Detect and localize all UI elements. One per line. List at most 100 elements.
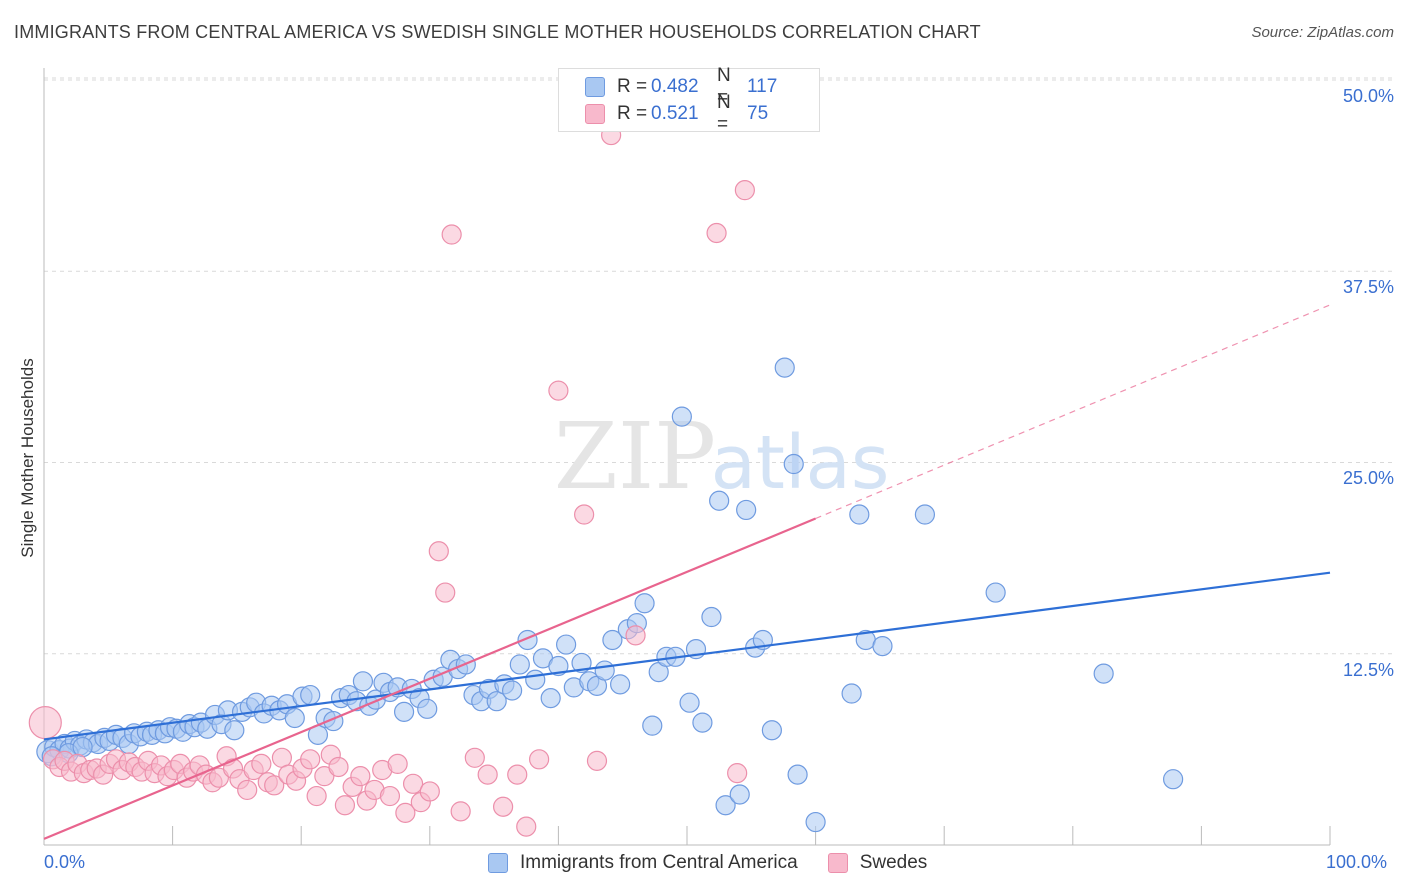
data-point [450, 801, 471, 822]
legend-r-label: R = [617, 103, 648, 124]
data-point [610, 674, 631, 695]
data-point [701, 606, 722, 628]
data-point [486, 691, 507, 712]
data-point [529, 749, 550, 770]
data-point [387, 753, 408, 775]
data-point [914, 504, 936, 525]
data-point [271, 747, 293, 768]
data-point [787, 764, 808, 785]
trend-lines [43, 304, 1331, 840]
legend-r-label: R = [617, 76, 648, 97]
data-point [574, 504, 595, 525]
correlation-legend: R = 0.482 N = 117 R = 0.521 N = 75 [558, 65, 820, 135]
data-point [1093, 663, 1114, 684]
data-point [419, 781, 440, 802]
data-point [734, 180, 755, 201]
data-point [393, 701, 415, 722]
series-immigrants-points [36, 357, 1184, 833]
data-point [849, 504, 870, 525]
chart-title: IMMIGRANTS FROM CENTRAL AMERICA VS SWEDI… [14, 22, 981, 42]
data-point [402, 773, 424, 794]
data-point [507, 764, 528, 785]
data-point [872, 635, 893, 657]
grid-lines [44, 77, 1393, 655]
data-point [548, 380, 569, 401]
data-point [28, 705, 62, 740]
data-point [729, 784, 750, 805]
series-legend: Immigrants from Central America Swedes [488, 852, 957, 874]
data-point [692, 712, 713, 733]
trend-line-immigrants [43, 571, 1331, 741]
legend-n-value: 117 [747, 76, 778, 97]
data-point [352, 671, 374, 692]
data-point [586, 750, 608, 771]
legend-r-value: 0.482 [651, 76, 699, 97]
data-point [208, 767, 229, 788]
legend-n-value: 75 [747, 103, 769, 124]
data-point [441, 224, 462, 245]
data-point [237, 779, 258, 801]
data-point [715, 795, 736, 816]
data-point [284, 707, 305, 729]
data-point [761, 720, 782, 741]
data-point [417, 698, 438, 719]
data-point [634, 593, 655, 614]
data-point [314, 766, 335, 787]
data-point [602, 629, 623, 651]
legend-item-immigrants: Immigrants from Central America [488, 852, 798, 874]
data-point [774, 357, 795, 378]
data-point [706, 222, 727, 244]
data-point [72, 736, 93, 758]
x-tick-min: 0.0% [44, 852, 86, 872]
legend-swatch-immigrants [488, 853, 508, 873]
data-point [493, 796, 514, 817]
data-point [556, 634, 577, 655]
data-point [540, 688, 561, 709]
legend-swatch-immigrants [585, 77, 605, 97]
data-point [727, 762, 748, 784]
y-tick-25: 25.0% [1342, 468, 1394, 488]
data-point [783, 453, 804, 475]
data-point [841, 683, 862, 704]
data-point [736, 499, 757, 521]
data-point [548, 655, 569, 677]
y-tick-50: 50.0% [1342, 86, 1394, 106]
data-point [571, 652, 592, 674]
legend-label-immigrants: Immigrants from Central America [520, 852, 798, 873]
x-tick-max: 100.0% [1326, 852, 1388, 872]
data-point [985, 582, 1006, 603]
legend-swatch-swedes [827, 853, 848, 873]
data-point [671, 406, 692, 427]
source-label: Source: ZipAtlas.com [1251, 24, 1394, 41]
data-point [1163, 769, 1184, 790]
data-point [306, 785, 327, 807]
y-tick-37-5: 37.5% [1342, 277, 1394, 297]
data-point [709, 490, 730, 511]
data-point [502, 680, 523, 701]
data-point [395, 802, 416, 823]
legend-row-swedes: R = 0.521 N = 75 [585, 92, 769, 135]
legend-row-immigrants: R = 0.482 N = 117 [585, 65, 778, 108]
y-tick-12-5: 12.5% [1342, 660, 1394, 680]
data-point [334, 795, 356, 816]
data-point [428, 541, 449, 562]
data-point [805, 811, 826, 833]
data-point [328, 756, 349, 778]
data-point [264, 775, 285, 796]
series-swedes-points [28, 124, 755, 837]
trend-line-swedes [43, 517, 817, 840]
data-point [300, 749, 321, 770]
watermark-zip: ZIP [554, 403, 716, 510]
data-point [350, 766, 371, 787]
data-point [625, 625, 646, 646]
legend-item-swedes: Swedes [827, 852, 927, 874]
data-point [435, 582, 456, 603]
data-point [525, 669, 546, 690]
y-axis-label: Single Mother Households [18, 358, 37, 558]
legend-n-label: N = [717, 65, 731, 108]
data-point [300, 684, 321, 706]
data-point [477, 764, 498, 785]
data-point [509, 654, 530, 675]
data-point [594, 660, 615, 681]
